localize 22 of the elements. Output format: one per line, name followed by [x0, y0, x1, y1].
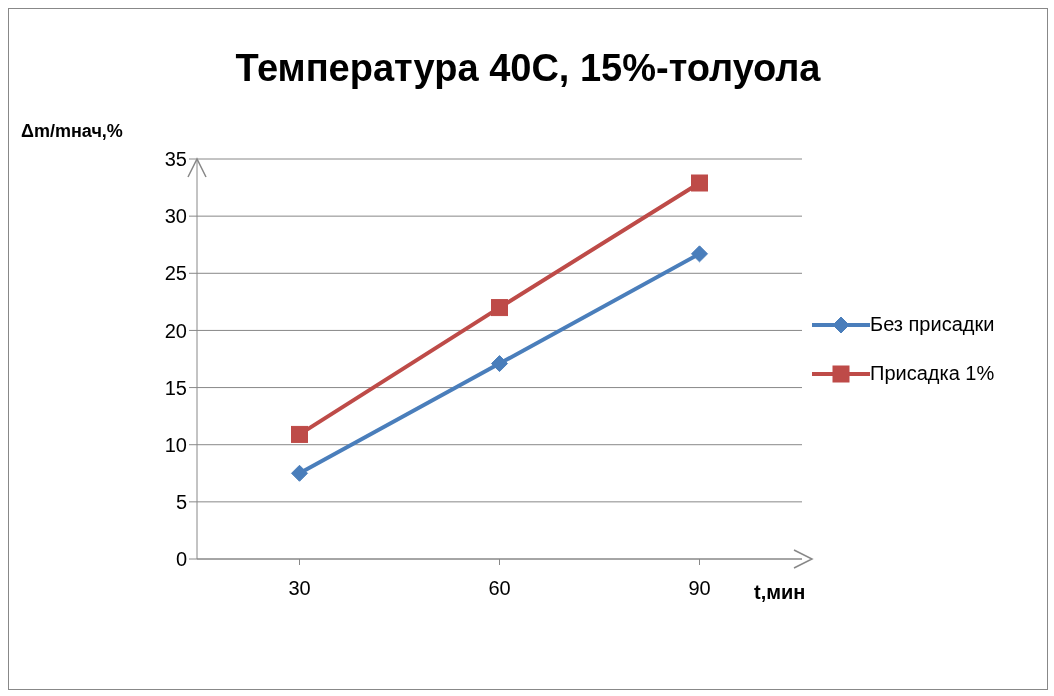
y-tick-label: 10	[164, 433, 187, 456]
y-tick-label: 25	[164, 262, 187, 285]
y-tick-label: 5	[175, 490, 187, 513]
y-tick-label: 15	[164, 376, 187, 399]
point	[291, 464, 308, 482]
y-tick-label: 0	[175, 548, 187, 571]
point	[491, 299, 508, 317]
x-axis-title: t,мин	[754, 581, 806, 604]
y-axis-title: Δm/mнач,%	[21, 121, 123, 142]
legend-label: Без присадки	[870, 313, 995, 336]
point	[691, 174, 708, 192]
y-tick-label: 30	[164, 205, 187, 228]
point	[691, 245, 708, 263]
y-tick-label: 35	[164, 148, 187, 171]
x-tick-label: 60	[488, 577, 511, 600]
x-tick-label: 90	[688, 577, 711, 600]
point	[291, 425, 308, 443]
chart-title: Температура 40С, 15%-толуола	[234, 47, 822, 90]
point	[491, 355, 508, 373]
x-tick-label: 30	[288, 577, 311, 600]
legend-label: Присадка 1%	[870, 362, 995, 385]
y-tick-label: 20	[164, 319, 187, 342]
